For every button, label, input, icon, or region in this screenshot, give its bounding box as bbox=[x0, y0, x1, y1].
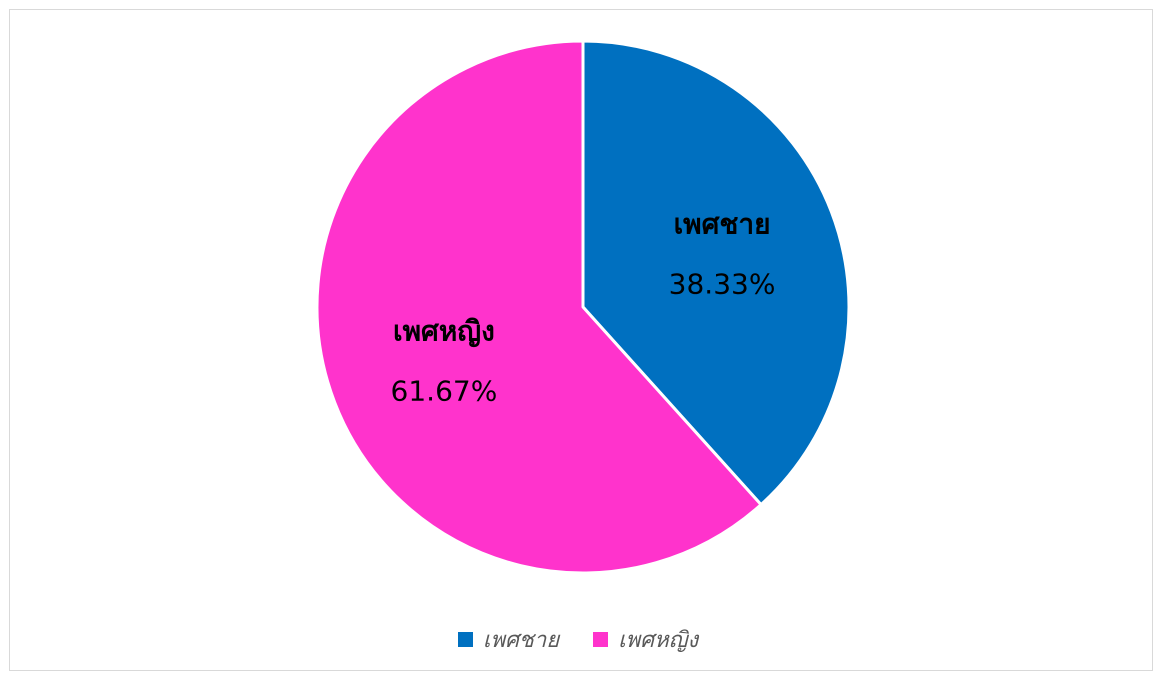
legend-swatch-female bbox=[593, 632, 609, 647]
legend-swatch-male bbox=[457, 632, 473, 647]
pie-slice-female bbox=[315, 39, 763, 575]
slice-label-male-name: เพศชาย bbox=[674, 208, 771, 241]
pie-slices bbox=[315, 39, 851, 575]
slice-label-female-name: เพศหญิง bbox=[393, 314, 495, 347]
legend-item-male: เพศชาย bbox=[457, 622, 560, 657]
slice-label-female-value: 61.67% bbox=[391, 374, 498, 407]
legend-label-female: เพศหญิง bbox=[618, 628, 699, 653]
legend: เพศชาย เพศหญิง bbox=[0, 622, 1156, 657]
legend-item-female: เพศหญิง bbox=[593, 622, 698, 657]
pie-slice-male bbox=[581, 39, 851, 507]
slice-label-male-value: 38.33% bbox=[669, 268, 776, 301]
pie-labels: เพศชาย 38.33% เพศหญิง 61.67% bbox=[391, 208, 776, 408]
legend-label-male: เพศชาย bbox=[482, 628, 560, 653]
